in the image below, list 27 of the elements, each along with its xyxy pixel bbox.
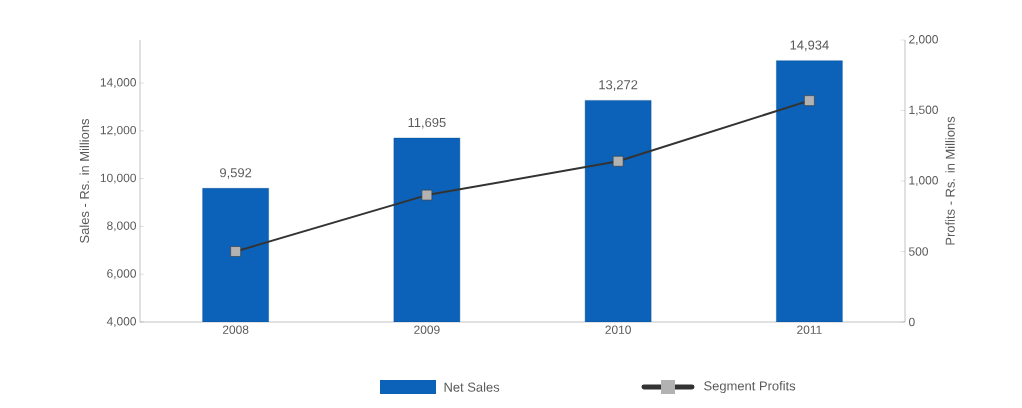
x-tick-label: 2008 [222, 325, 249, 334]
y-tick-label: 12,000 [100, 125, 137, 136]
legend-label: Net Sales [444, 382, 500, 392]
y-tick-label: 4,000 [106, 317, 137, 327]
point [804, 95, 815, 106]
y-tick-label: 8,000 [107, 221, 137, 232]
data-label: 9,592 [220, 168, 252, 179]
y2-tick-label: 2,000 [909, 35, 938, 45]
y2-tick-label: 500 [909, 247, 929, 256]
y2-tick-label: 1,000 [909, 176, 938, 186]
y-tick-label: 6,000 [107, 269, 137, 280]
y-axis-title: Sales - Rs. in Millions [79, 119, 90, 243]
legend-label: Segment Profits [704, 380, 796, 394]
y2-tick-label: 1,500 [909, 105, 938, 116]
y2-tick-label: 0 [909, 317, 915, 327]
x-tick-label: 2011 [797, 325, 822, 334]
data-label: 11,695 [408, 117, 446, 129]
point [612, 155, 624, 167]
data-label: 14,934 [790, 40, 829, 52]
point [421, 189, 433, 201]
point [230, 246, 241, 257]
y2-axis-title: Profits - Rs. in Millions [945, 116, 955, 245]
x-tick-label: 2010 [605, 325, 631, 334]
data-label: 13,272 [599, 80, 638, 91]
y-tick-label: 14,000 [100, 78, 137, 88]
x-tick-label: 2009 [414, 325, 440, 334]
y-tick-label: 10,000 [100, 173, 137, 184]
